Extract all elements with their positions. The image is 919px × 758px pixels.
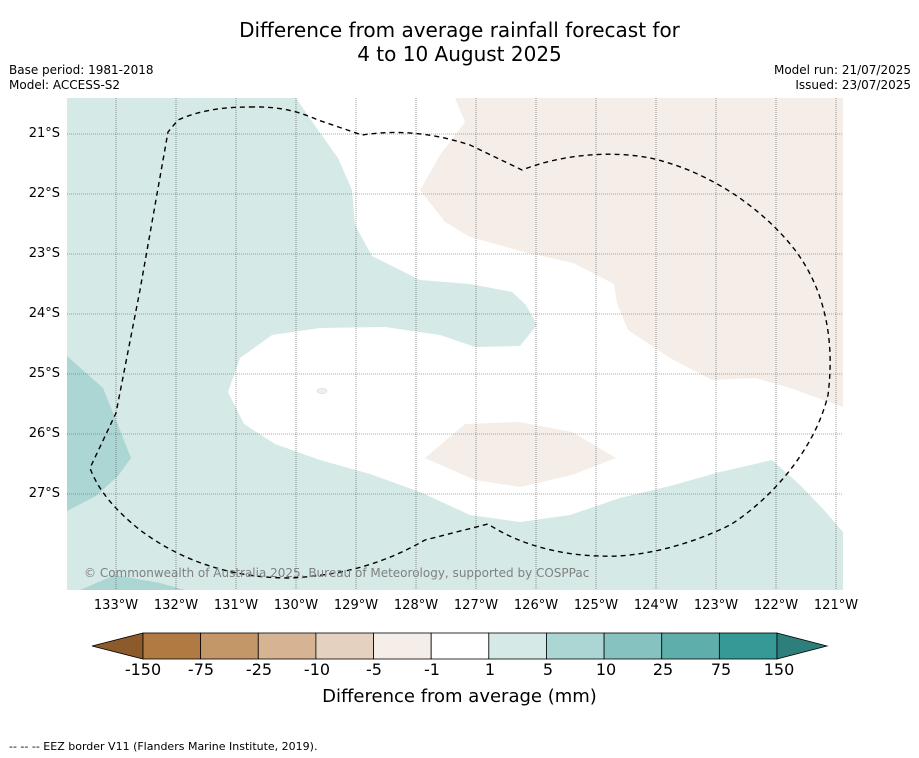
lon-label-122w: 122°W	[753, 598, 799, 613]
colorbar-tick: 10	[595, 660, 617, 679]
colorbar	[91, 632, 829, 660]
colorbar-segment	[661, 632, 720, 660]
eez-footnote: -- -- -- EEZ border V11 (Flanders Marine…	[9, 740, 318, 753]
rainfall-region-5-to-10-south	[80, 575, 185, 590]
lon-label-132w: 132°W	[153, 598, 199, 613]
colorbar-tick: 75	[710, 660, 732, 679]
colorbar-segment	[430, 632, 490, 660]
model-run-label: Model run: 21/07/2025	[773, 63, 911, 77]
lon-label-124w: 124°W	[633, 598, 679, 613]
colorbar-tick: -5	[366, 660, 382, 679]
lat-label-26s: 26°S	[28, 426, 60, 441]
lon-label-128w: 128°W	[393, 598, 439, 613]
colorbar-tick: -1	[424, 660, 440, 679]
colorbar-tick: 1	[484, 660, 496, 679]
colorbar-tick: -150	[124, 660, 162, 679]
title-line-1: Difference from average rainfall forecas…	[239, 18, 680, 42]
colorbar-tick: 150	[763, 660, 795, 679]
colorbar-segment	[373, 632, 432, 660]
lon-label-129w: 129°W	[333, 598, 379, 613]
eez-border	[89, 106, 831, 579]
map-panel: © Commonwealth of Australia 2025, Bureau…	[67, 98, 843, 590]
lon-label-127w: 127°W	[453, 598, 499, 613]
colorbar-segment	[546, 632, 605, 660]
lon-label-126w: 126°W	[513, 598, 559, 613]
lat-label-25s: 25°S	[28, 366, 60, 381]
colorbar-segment	[315, 632, 374, 660]
lat-label-23s: 23°S	[28, 246, 60, 261]
page-title: Difference from average rainfall forecas…	[0, 18, 919, 66]
colorbar-arrow-high	[776, 632, 829, 660]
rainfall-region-1-to-5	[67, 98, 843, 590]
rainfall-speck	[316, 388, 328, 394]
base-period-label: Base period: 1981-2018	[9, 63, 154, 77]
colorbar-segment	[488, 632, 547, 660]
colorbar-arrow-low	[91, 632, 144, 660]
lat-label-21s: 21°S	[28, 126, 60, 141]
lon-label-121w: 121°W	[813, 598, 859, 613]
colorbar-tick: 25	[652, 660, 674, 679]
colorbar-title: Difference from average (mm)	[322, 686, 597, 707]
rainfall-region-minus5-to-minus1-south	[425, 422, 616, 487]
lon-label-133w: 133°W	[93, 598, 139, 613]
colorbar-segment	[142, 632, 202, 660]
lon-label-130w: 130°W	[273, 598, 319, 613]
map-grid	[67, 98, 843, 590]
lon-label-123w: 123°W	[693, 598, 739, 613]
colorbar-tick: 5	[542, 660, 554, 679]
colorbar-tick: -75	[187, 660, 215, 679]
lat-label-27s: 27°S	[28, 486, 60, 501]
colorbar-segment	[257, 632, 317, 660]
issued-label: Issued: 23/07/2025	[795, 78, 911, 92]
model-label: Model: ACCESS-S2	[9, 78, 121, 92]
rainfall-region-5-to-10-west	[67, 356, 131, 511]
lat-label-24s: 24°S	[28, 306, 60, 321]
lon-label-125w: 125°W	[573, 598, 619, 613]
lat-label-22s: 22°S	[28, 186, 60, 201]
colorbar-segment	[603, 632, 663, 660]
title-line-2: 4 to 10 August 2025	[357, 42, 562, 66]
colorbar-segment	[718, 632, 778, 660]
colorbar-tick: -25	[245, 660, 273, 679]
copyright-note: © Commonwealth of Australia 2025, Bureau…	[84, 566, 589, 580]
meta-left: Base period: 1981-2018 Model: ACCESS-S2	[9, 63, 154, 93]
meta-right: Model run: 21/07/2025 Issued: 23/07/2025	[774, 63, 911, 93]
rainfall-region-minus5-to-minus1-north	[420, 98, 843, 407]
colorbar-tick: -10	[303, 660, 331, 679]
lon-label-131w: 131°W	[213, 598, 259, 613]
colorbar-segment	[200, 632, 259, 660]
